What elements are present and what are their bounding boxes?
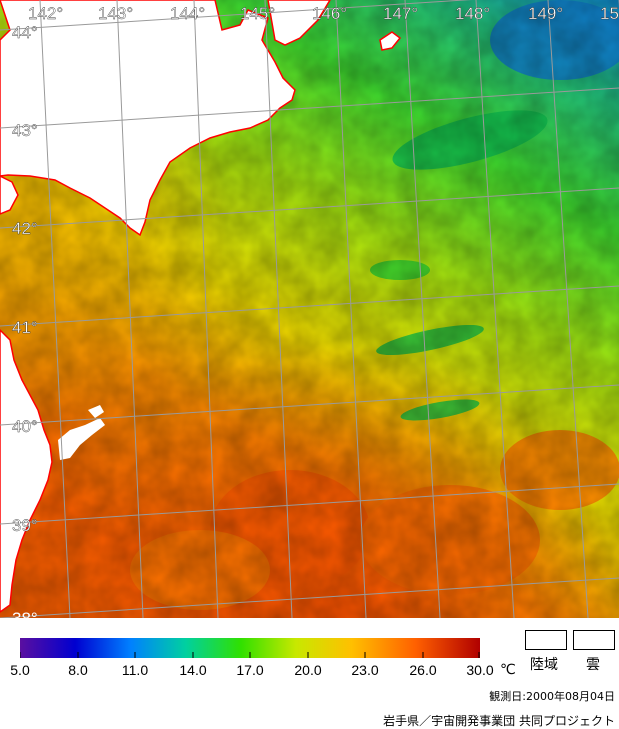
longitude-label: 149°	[528, 4, 563, 23]
longitude-label: 143°	[98, 4, 133, 23]
oshima-peninsula	[0, 175, 19, 215]
meridian-line	[475, 0, 515, 618]
scale-tick-label: 11.0	[121, 662, 149, 678]
legend-panel: 5.0 8.0 11.0 14.0 17.0 20.0 23.0 26.0 30.0 ℃ 陸域 …	[0, 618, 619, 728]
color-scale-bar	[20, 638, 480, 658]
meridian-line	[193, 0, 219, 618]
latitude-label: 39°	[12, 516, 38, 535]
longitude-label: 145°	[240, 4, 275, 23]
observation-date: 観測日:2000年08月04日	[489, 690, 615, 703]
parallel-line	[0, 87, 619, 129]
scale-tick-label: 5.0	[10, 662, 30, 678]
meridian-line	[264, 0, 293, 618]
latitude-label: 42°	[12, 219, 38, 238]
scale-tick-label: 20.0	[294, 662, 322, 678]
cloud-key-box	[573, 630, 615, 650]
parallel-line	[0, 577, 619, 618]
scale-tick-label: 23.0	[351, 662, 379, 678]
scale-tick-label: 26.0	[409, 662, 437, 678]
longitude-label: 146°	[312, 4, 347, 23]
land-key-box	[525, 630, 567, 650]
parallel-line	[0, 384, 619, 426]
scale-tick-label: 14.0	[179, 662, 207, 678]
land-key-label: 陸域	[530, 657, 558, 673]
latitude-label: 40°	[12, 417, 38, 436]
meridian-line	[335, 0, 367, 618]
lat-lon-grid	[0, 0, 619, 618]
longitude-label: 148°	[455, 4, 490, 23]
latitude-label: 44°	[12, 23, 38, 42]
meridian-line	[39, 0, 71, 618]
latitude-labels: 44° 43° 42° 41° 40° 39° 38°	[12, 23, 38, 618]
cloud-patches	[58, 405, 105, 460]
parallel-line	[0, 285, 619, 327]
credit-text: 岩手県／宇宙開発事業団 共同プロジェクト	[383, 714, 615, 728]
longitude-label: 147°	[383, 4, 418, 23]
meridian-line	[404, 0, 441, 618]
latitude-label: 38°	[12, 609, 38, 618]
parallel-line	[0, 0, 473, 31]
latitude-label: 41°	[12, 318, 38, 337]
longitude-labels: 142° 143° 144° 145° 146° 147° 148° 149° 15	[28, 4, 619, 23]
honshu-land	[0, 328, 53, 613]
longitude-label: 144°	[170, 4, 205, 23]
latitude-label: 43°	[12, 121, 38, 140]
scale-tick-label: 17.0	[236, 662, 264, 678]
longitude-label: 142°	[28, 4, 63, 23]
shikotan-island	[379, 31, 402, 51]
sea-surface-temperature-map: 142° 143° 144° 145° 146° 147° 148° 149° 15 44° 43…	[0, 0, 619, 618]
meridian-line	[547, 0, 589, 618]
scale-tick-label: 30.0	[466, 662, 494, 678]
scale-tick-label: 8.0	[68, 662, 88, 678]
cloud-key-label: 雲	[586, 657, 600, 673]
longitude-label: 15	[600, 4, 619, 23]
parallel-line	[0, 187, 619, 229]
hokkaido-land	[0, 0, 296, 237]
parallel-line	[0, 483, 619, 525]
temperature-unit: ℃	[500, 662, 516, 678]
